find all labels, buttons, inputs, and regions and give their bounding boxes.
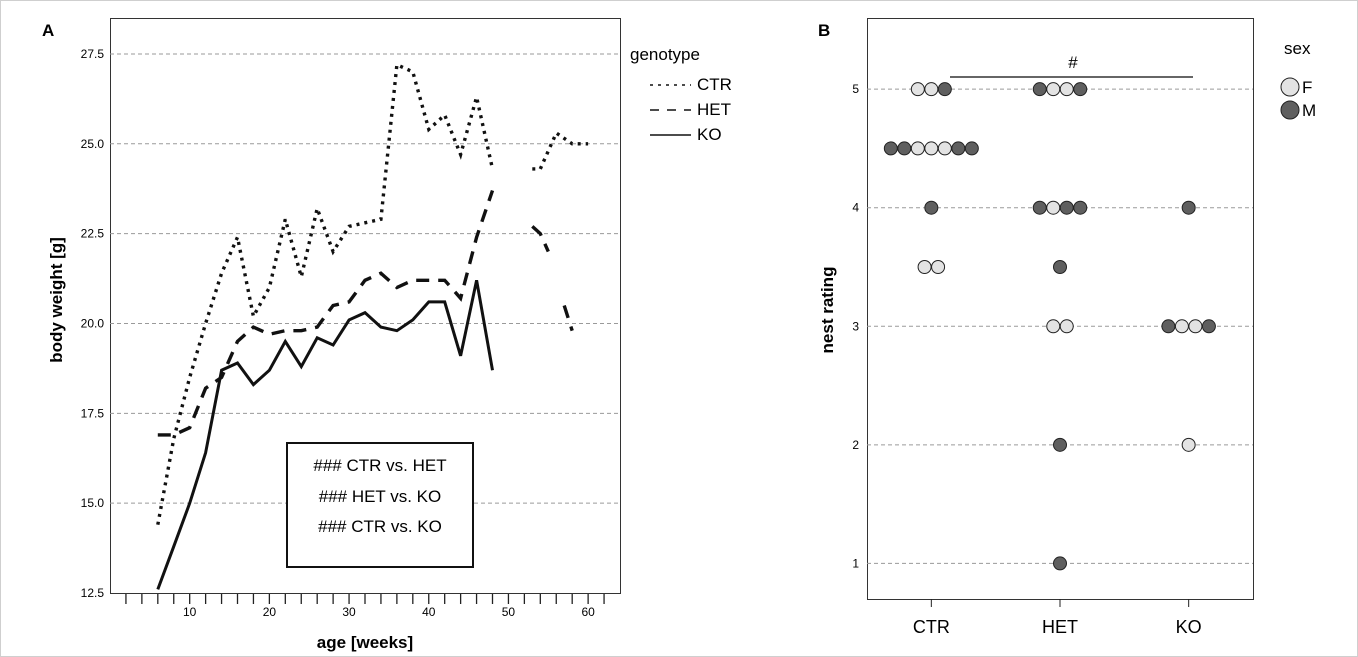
y-tick-label: 12.5 [81, 586, 105, 600]
y-tick-label: 4 [852, 201, 859, 215]
panel-a-y-axis-title: body weight [g] [47, 237, 66, 363]
panel-b-x-axis: CTR HET KO [913, 599, 1202, 637]
nest-dot [1073, 200, 1088, 215]
panel-b-y-axis: 1 2 3 4 5 [852, 82, 859, 570]
stats-line-het-ko: ### HET vs. KO [319, 487, 442, 506]
panel-a-legend: genotype CTR HET KO [630, 45, 732, 144]
stats-line-ctr-ko: ### CTR vs. KO [318, 517, 442, 536]
nest-dot [897, 141, 912, 156]
panel-b-label: B [818, 21, 830, 40]
nest-dot [924, 82, 939, 97]
y-tick-label: 17.5 [81, 406, 105, 420]
nest-dot [1059, 200, 1074, 215]
nest-dot [1032, 82, 1047, 97]
legend-swatch-f [1280, 77, 1300, 97]
nest-dot [937, 82, 952, 97]
panel-a: A 12.5 15.0 17.5 20.0 22.5 25.0 27.5 10 20 30 40 5… [42, 18, 732, 652]
panel-b: B 1 2 3 4 5 CTR HET KO # nest rating sex FM [818, 18, 1316, 637]
nest-dot [1046, 200, 1061, 215]
y-tick-label: 22.5 [81, 227, 105, 241]
panel-b-legend-items: FM [1280, 77, 1316, 120]
panel-a-legend-title: genotype [630, 45, 700, 64]
y-tick-label: 5 [852, 82, 859, 96]
nest-dot [1174, 319, 1189, 334]
legend-label-f: F [1302, 78, 1312, 97]
series-line-ko [156, 279, 494, 590]
nest-dot [1059, 319, 1074, 334]
nest-dot [1181, 200, 1196, 215]
nest-dot [964, 141, 979, 156]
nest-dot [1073, 82, 1088, 97]
panel-a-label: A [42, 21, 54, 40]
x-tick-label: CTR [913, 617, 950, 637]
nest-dot [1046, 319, 1061, 334]
x-tick-label: 40 [422, 605, 436, 619]
nest-dot [924, 200, 939, 215]
legend-label-het: HET [697, 100, 731, 119]
nest-dot [1161, 319, 1176, 334]
nest-dot [1046, 82, 1061, 97]
legend-label-m: M [1302, 101, 1316, 120]
nest-dot [951, 141, 966, 156]
nest-dot [910, 82, 925, 97]
nest-dot [1053, 437, 1067, 452]
panel-a-x-axis-title: age [weeks] [317, 633, 413, 652]
x-tick-label: HET [1042, 617, 1078, 637]
x-tick-label: KO [1176, 617, 1202, 637]
stats-line-ctr-het: ### CTR vs. HET [313, 456, 446, 475]
nest-dot [931, 260, 946, 274]
nest-dot [1201, 319, 1216, 334]
nest-dot [1032, 200, 1047, 215]
nest-dot [1053, 556, 1067, 571]
stats-box-frame [286, 442, 474, 568]
panel-b-legend-title: sex [1284, 39, 1311, 58]
panel-a-series [156, 62, 589, 590]
nest-dot [924, 141, 939, 156]
x-tick-label: 50 [502, 605, 516, 619]
significance-marker: # [1068, 53, 1078, 72]
panel-a-y-axis: 12.5 15.0 17.5 20.0 22.5 25.0 27.5 [81, 47, 105, 600]
nest-dot [937, 141, 952, 156]
series-line-het [157, 189, 574, 437]
nest-dot [1053, 260, 1067, 274]
y-tick-label: 25.0 [81, 137, 105, 151]
panel-b-plot-frame [867, 18, 1254, 600]
legend-swatch-m [1280, 100, 1300, 120]
x-tick-label: 30 [342, 605, 356, 619]
legend-label-ctr: CTR [697, 75, 732, 94]
y-tick-label: 27.5 [81, 47, 105, 61]
nest-dot [883, 141, 898, 156]
x-tick-label: 60 [581, 605, 595, 619]
series-line-ctr [156, 62, 589, 526]
nest-dot [1059, 82, 1074, 97]
y-tick-label: 3 [852, 319, 859, 333]
panel-a-plot-frame [110, 18, 621, 594]
panel-a-legend-items: CTR HET KO [650, 75, 732, 144]
stats-box: ### CTR vs. HET ### HET vs. KO ### CTR v… [286, 442, 474, 568]
panel-b-dots [883, 82, 1216, 571]
y-tick-label: 20.0 [81, 316, 105, 330]
y-tick-label: 15.0 [81, 496, 105, 510]
x-tick-label: 10 [183, 605, 197, 619]
y-tick-label: 2 [852, 438, 859, 452]
nest-dot [1188, 319, 1203, 334]
panel-b-legend: sex FM [1280, 39, 1316, 120]
x-tick-label: 20 [263, 605, 277, 619]
nest-dot [917, 260, 932, 274]
panel-b-y-axis-title: nest rating [818, 267, 837, 354]
nest-dot [1181, 437, 1196, 452]
nest-dot [910, 141, 925, 156]
legend-label-ko: KO [697, 125, 722, 144]
y-tick-label: 1 [852, 556, 859, 570]
panel-a-x-axis: 10 20 30 40 50 60 [125, 594, 605, 619]
